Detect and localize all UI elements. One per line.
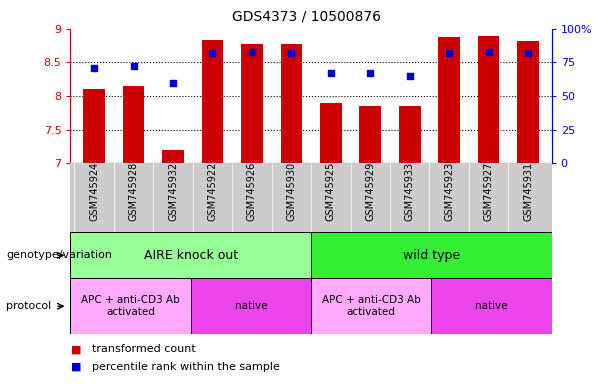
Bar: [241, 44, 263, 163]
Bar: [320, 103, 341, 163]
Bar: [517, 41, 539, 163]
Text: protocol: protocol: [6, 301, 51, 311]
Text: GDS4373 / 10500876: GDS4373 / 10500876: [232, 10, 381, 23]
Bar: [359, 106, 381, 163]
Bar: [123, 86, 145, 163]
Bar: [202, 40, 223, 163]
Text: transformed count: transformed count: [92, 344, 196, 354]
Text: APC + anti-CD3 Ab
activated: APC + anti-CD3 Ab activated: [322, 295, 421, 317]
Text: native: native: [475, 301, 508, 311]
Point: [247, 48, 257, 55]
Text: APC + anti-CD3 Ab
activated: APC + anti-CD3 Ab activated: [82, 295, 180, 317]
Text: native: native: [235, 301, 267, 311]
Point: [484, 48, 493, 55]
Point: [168, 79, 178, 86]
Bar: [281, 44, 302, 163]
Point: [286, 50, 296, 56]
Text: genotype/variation: genotype/variation: [6, 250, 112, 260]
Bar: [438, 37, 460, 163]
Text: ■: ■: [70, 344, 81, 354]
Point: [365, 70, 375, 76]
Text: percentile rank within the sample: percentile rank within the sample: [92, 362, 280, 372]
Bar: [83, 89, 105, 163]
Bar: [478, 35, 500, 163]
Text: AIRE knock out: AIRE knock out: [143, 249, 238, 262]
Text: wild type: wild type: [403, 249, 460, 262]
Text: ■: ■: [70, 362, 81, 372]
Bar: [399, 106, 421, 163]
Bar: [311, 278, 432, 334]
Point: [129, 63, 139, 70]
Bar: [70, 278, 191, 334]
Bar: [311, 232, 552, 278]
Bar: [162, 150, 184, 163]
Point: [444, 50, 454, 56]
Point: [208, 50, 218, 56]
Point: [405, 73, 414, 79]
Point: [89, 65, 99, 71]
Point: [326, 70, 336, 76]
Bar: [70, 232, 311, 278]
Point: [523, 50, 533, 56]
Bar: [191, 278, 311, 334]
Bar: [432, 278, 552, 334]
